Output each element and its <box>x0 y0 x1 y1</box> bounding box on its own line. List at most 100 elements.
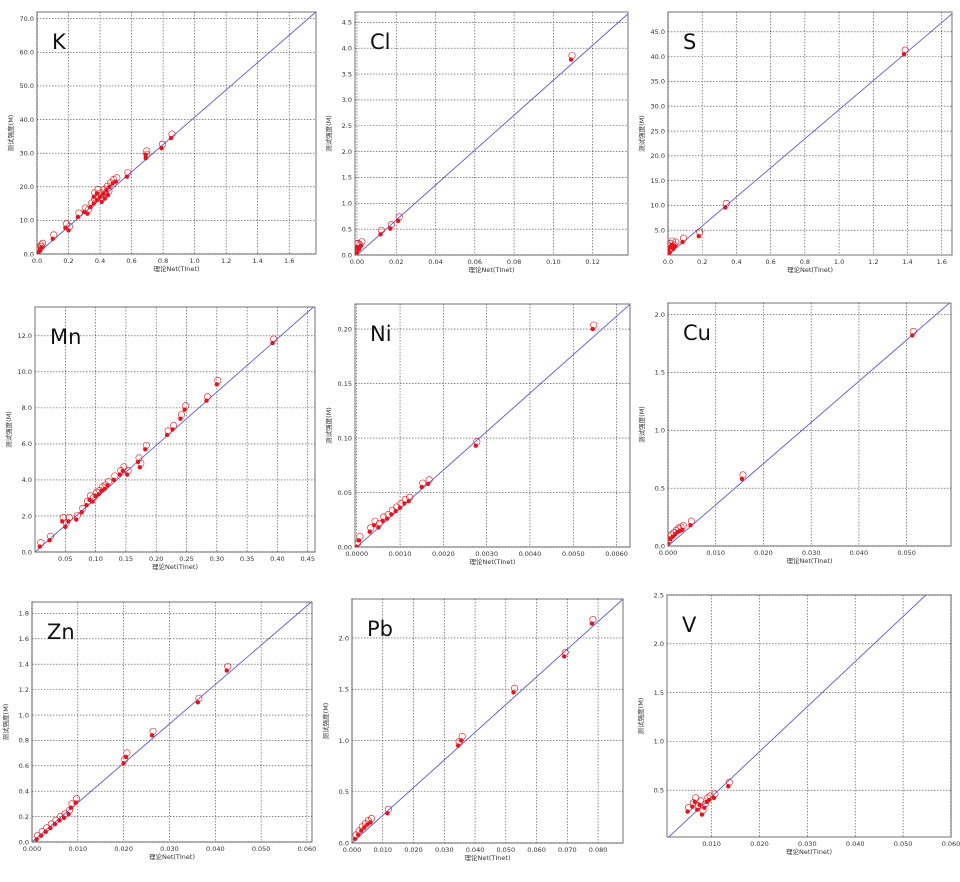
data-point <box>38 833 44 838</box>
x-tick-label: 0.000 <box>343 846 362 854</box>
x-tick-label: 0.060 <box>942 840 960 848</box>
x-tick-label: 0.030 <box>435 846 454 854</box>
data-point <box>102 196 107 201</box>
y-tick-label: 40.0 <box>20 116 34 124</box>
data-point <box>355 832 361 837</box>
y-tick-label: 40.0 <box>651 53 665 61</box>
data-point <box>120 468 126 474</box>
x-tick-label: 0.020 <box>114 845 133 853</box>
data-point <box>182 407 187 412</box>
x-tick-label: 0.20 <box>149 555 163 563</box>
data-point <box>124 174 130 179</box>
y-tick-label: 1.0 <box>342 200 352 208</box>
data-point <box>50 236 55 242</box>
y-tick-label: 25.0 <box>651 127 665 135</box>
x-axis-label: 理论Net(TInet) <box>464 853 510 862</box>
data-point <box>61 815 67 821</box>
scatter-panel-zn: 0.000 0.010 0.020 0.030 0.040 0.050 0.060 0.0 0.… <box>1 601 316 861</box>
element-label: Pb <box>367 617 393 641</box>
data-point <box>178 416 183 421</box>
y-tick-label: 0.2 <box>19 813 29 821</box>
y-tick-label: 0.5 <box>339 788 349 796</box>
data-point <box>47 538 52 543</box>
x-tick-label: 0.020 <box>404 846 423 854</box>
x-tick-label: 0.0010 <box>389 550 412 558</box>
x-tick-label: 1.0 <box>834 258 844 266</box>
x-tick-label: 0.2 <box>63 257 73 265</box>
data-point <box>90 499 95 504</box>
x-tick-label: 0.000 <box>659 549 678 557</box>
x-tick-label: 0.080 <box>589 846 608 854</box>
y-tick-label: 12.0 <box>18 332 32 340</box>
data-point <box>66 228 71 233</box>
y-tick-label: 0.5 <box>342 225 352 233</box>
data-point <box>672 243 678 249</box>
data-point <box>99 199 104 205</box>
x-tick-label: 0.0000 <box>345 550 368 558</box>
x-tick-label: 0.030 <box>802 549 821 557</box>
data-point <box>105 192 111 198</box>
data-point <box>694 807 700 812</box>
y-axis-label: 测试强度(M) <box>637 115 646 152</box>
data-point <box>378 232 383 237</box>
x-tick-label: 1.2 <box>221 257 231 265</box>
data-point <box>402 501 407 506</box>
y-tick-label: 2.0 <box>22 512 32 520</box>
x-tick-label: 0.060 <box>527 846 546 854</box>
x-tick-label: 0.0040 <box>519 550 542 558</box>
data-point <box>204 398 209 403</box>
y-tick-label: 0.8 <box>19 737 29 745</box>
x-axis-label: 理论Net(TInet) <box>786 847 832 856</box>
x-tick-label: 0.35 <box>240 555 254 563</box>
x-tick-label: 1.4 <box>253 257 263 265</box>
x-tick-label: 0.4 <box>95 257 105 265</box>
x-tick-label: 0.8 <box>158 257 168 265</box>
data-point <box>124 472 130 477</box>
data-point <box>739 476 745 482</box>
y-tick-label: 4.0 <box>22 476 32 484</box>
x-tick-label: 1.6 <box>937 258 947 266</box>
x-tick-label: 0.10 <box>88 555 102 563</box>
y-tick-label: 0.15 <box>338 380 352 388</box>
data-point <box>74 517 79 522</box>
y-tick-label: 2.0 <box>342 148 352 156</box>
data-point <box>105 483 110 488</box>
y-tick-label: 35.0 <box>651 78 665 86</box>
x-tick-label: 0.40 <box>270 555 284 563</box>
data-point <box>37 248 43 253</box>
data-point <box>352 836 358 842</box>
data-point <box>562 654 567 659</box>
data-point <box>63 524 68 529</box>
y-tick-label: 30.0 <box>20 149 34 157</box>
data-point <box>385 811 390 816</box>
data-point <box>910 333 915 338</box>
data-point <box>73 800 78 805</box>
data-point <box>164 432 170 438</box>
x-tick-label: 1.6 <box>284 257 294 265</box>
y-tick-label: 1.5 <box>655 369 665 377</box>
x-axis-label: 理论Net(TInet) <box>786 556 832 565</box>
x-tick-label: 0.08 <box>507 258 521 266</box>
y-tick-label: 0.10 <box>338 434 352 442</box>
y-tick-label: 10.0 <box>18 368 32 376</box>
element-label: Zn <box>47 620 75 644</box>
data-point <box>60 519 65 524</box>
data-point <box>362 825 367 830</box>
fit-line <box>32 602 312 842</box>
x-axis-label: 理论Net(TInet) <box>468 265 514 274</box>
data-point <box>726 784 731 789</box>
element-label: Cu <box>683 321 711 345</box>
data-point <box>143 156 148 161</box>
x-tick-label: 0.25 <box>179 555 193 563</box>
y-tick-label: 0.20 <box>338 325 352 333</box>
y-tick-label: 2.5 <box>342 122 352 130</box>
x-tick-label: 0.0050 <box>562 550 585 558</box>
x-tick-label: 0.060 <box>298 845 317 853</box>
x-axis-label: 理论Net(TInet) <box>152 562 198 571</box>
x-tick-label: 0.020 <box>754 549 773 557</box>
data-point <box>706 797 712 803</box>
y-tick-label: 4.0 <box>342 44 352 52</box>
x-tick-label: 0.020 <box>750 840 769 848</box>
y-tick-label: 45.0 <box>651 28 665 36</box>
y-tick-label: 0.05 <box>338 489 352 497</box>
